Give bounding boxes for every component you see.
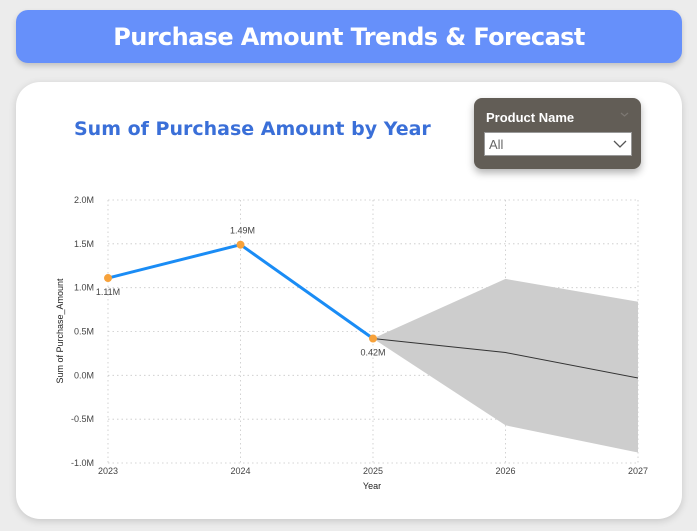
data-label: 1.49M: [230, 226, 255, 236]
x-tick-label: 2023: [98, 466, 118, 476]
y-tick-label: 0.5M: [74, 327, 94, 337]
x-axis-title: Year: [363, 481, 381, 491]
slicer-label: Product Name: [486, 110, 575, 125]
chart-title: Sum of Purchase Amount by Year: [74, 118, 431, 140]
forecast-line: [372, 338, 639, 379]
y-tick-label: 2.0M: [74, 195, 94, 205]
x-tick-label: 2024: [230, 466, 250, 476]
page-header: Purchase Amount Trends & Forecast: [16, 10, 682, 63]
product-name-slicer: Product Name All: [474, 98, 641, 169]
forecast-confidence-band: [373, 278, 638, 453]
data-point: [369, 334, 377, 343]
slicer-expand-icon[interactable]: [620, 110, 629, 119]
data-label: 1.11M: [96, 287, 120, 297]
page-title: Purchase Amount Trends & Forecast: [113, 22, 585, 51]
y-tick-label: -1.0M: [71, 458, 94, 468]
data-point: [236, 240, 245, 249]
dropdown-value: All: [489, 137, 504, 152]
y-axis-title: Sum of Purchase_Amount: [55, 278, 65, 384]
chevron-down-icon: [613, 140, 627, 148]
y-tick-label: 1.5M: [74, 239, 94, 249]
x-tick-label: 2025: [363, 466, 383, 476]
x-tick-label: 2026: [495, 466, 515, 476]
data-label: 0.42M: [360, 348, 385, 358]
data-point: [104, 274, 112, 283]
y-tick-label: -0.5M: [71, 414, 94, 424]
product-name-dropdown[interactable]: All: [484, 132, 632, 156]
x-tick-label: 2027: [628, 466, 648, 476]
y-tick-label: 0.0M: [74, 370, 94, 380]
y-tick-label: 1.0M: [74, 283, 94, 293]
